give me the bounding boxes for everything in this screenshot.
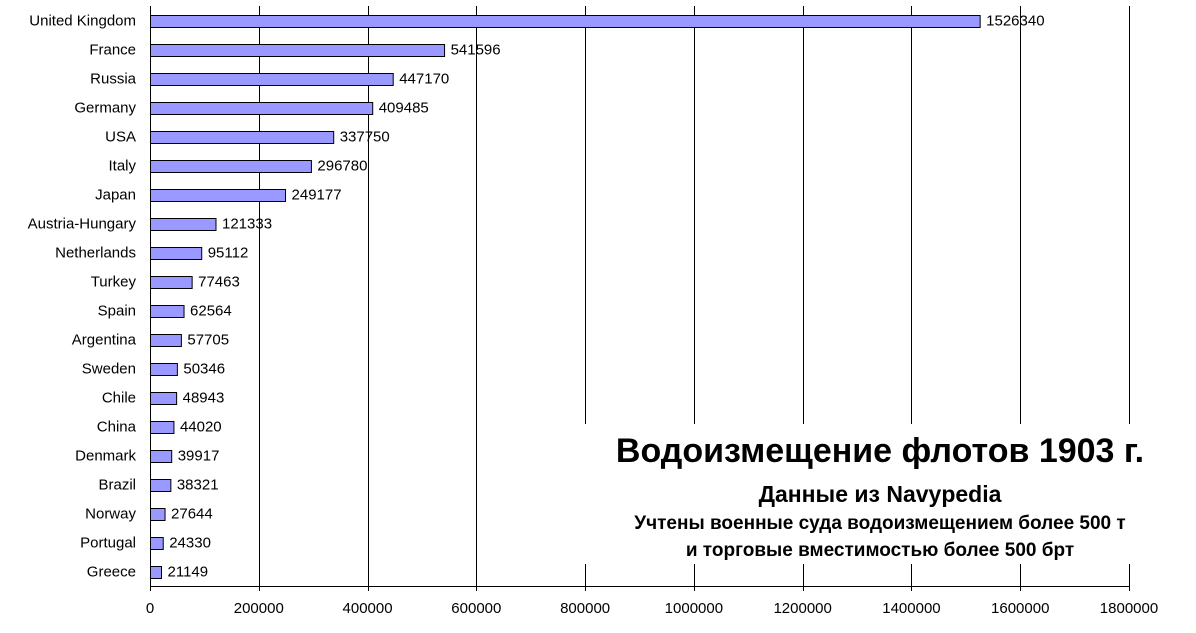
chart-note-line2: и торговые вместимостью более 500 брт [685,540,1075,561]
bar [150,392,178,405]
data-label: 27644 [171,506,213,523]
data-label: 21149 [168,564,209,581]
category-label: Turkey [91,274,137,291]
data-label: 24330 [169,535,211,552]
x-tick-label: 0 [146,600,154,617]
x-tick-label: 1600000 [991,600,1049,617]
category-label: Germany [74,100,136,117]
category-label: Norway [85,506,136,523]
x-tick-label: 1200000 [773,600,831,617]
category-label: United Kingdom [29,13,136,30]
bar [150,247,203,260]
data-label: 44020 [180,419,222,436]
x-tick-label: 1000000 [665,600,723,617]
bar [150,73,394,86]
category-labels: United Kingdom France Russia Germany USA Ital… [28,13,137,581]
data-label: 62564 [190,303,232,320]
bar [150,160,312,173]
data-label: 77463 [198,274,240,291]
category-label: Greece [87,564,136,581]
data-label: 337750 [340,129,390,146]
x-tick-label: 200000 [234,600,284,617]
bar [150,305,185,318]
data-label: 38321 [177,477,219,494]
bar [150,102,374,115]
x-tick-label: 800000 [560,600,610,617]
bar [150,276,193,289]
title-block: Водоизмещение флотов 1903 г. Данные из N… [560,424,1196,564]
data-label: 541596 [451,42,501,59]
bar [150,508,166,521]
category-label: Sweden [82,361,136,378]
data-label: 296780 [317,158,367,175]
data-label: 121333 [222,216,272,233]
bar [150,334,182,347]
x-axis: 0 200000 400000 600000 800000 1000000 1200000 1… [146,6,1158,617]
bar [150,131,335,144]
bar [150,421,175,434]
category-label: Japan [95,187,136,204]
category-label: Chile [102,390,136,407]
bar [150,218,217,231]
data-label: 39917 [178,448,220,465]
chart-subtitle: Данные из Navypedia [758,481,1002,507]
chart-title: Водоизмещение флотов 1903 г. [615,432,1145,470]
data-label: 447170 [399,71,449,88]
data-label: 409485 [379,100,429,117]
data-label: 249177 [292,187,342,204]
category-label: France [89,42,136,59]
category-label: USA [105,129,136,146]
bar [150,189,287,202]
bar [150,450,173,463]
category-label: Brazil [98,477,136,494]
category-label: Spain [98,303,136,320]
data-label: 50346 [183,361,225,378]
category-label: Denmark [75,448,136,465]
bar [150,363,178,376]
data-label: 1526340 [986,13,1044,30]
x-tick-label: 1400000 [882,600,940,617]
bar [150,44,446,57]
category-label: Netherlands [55,245,136,262]
data-label: 57705 [187,332,229,349]
category-label: Austria-Hungary [28,216,137,233]
x-tick-label: 400000 [343,600,393,617]
category-label: Russia [90,71,137,88]
bar [150,15,981,28]
category-label: Italy [108,158,136,175]
x-tick-label: 600000 [451,600,501,617]
bar [150,566,163,579]
x-tick-label: 1800000 [1100,600,1158,617]
category-label: Argentina [72,332,137,349]
bar [150,537,164,550]
category-label: China [97,419,137,436]
category-label: Portugal [80,535,136,552]
bar [150,479,172,492]
data-label: 95112 [208,245,249,262]
chart-note-line1: Учтены военные суда водоизмещением более… [634,513,1126,534]
data-label: 48943 [183,390,225,407]
